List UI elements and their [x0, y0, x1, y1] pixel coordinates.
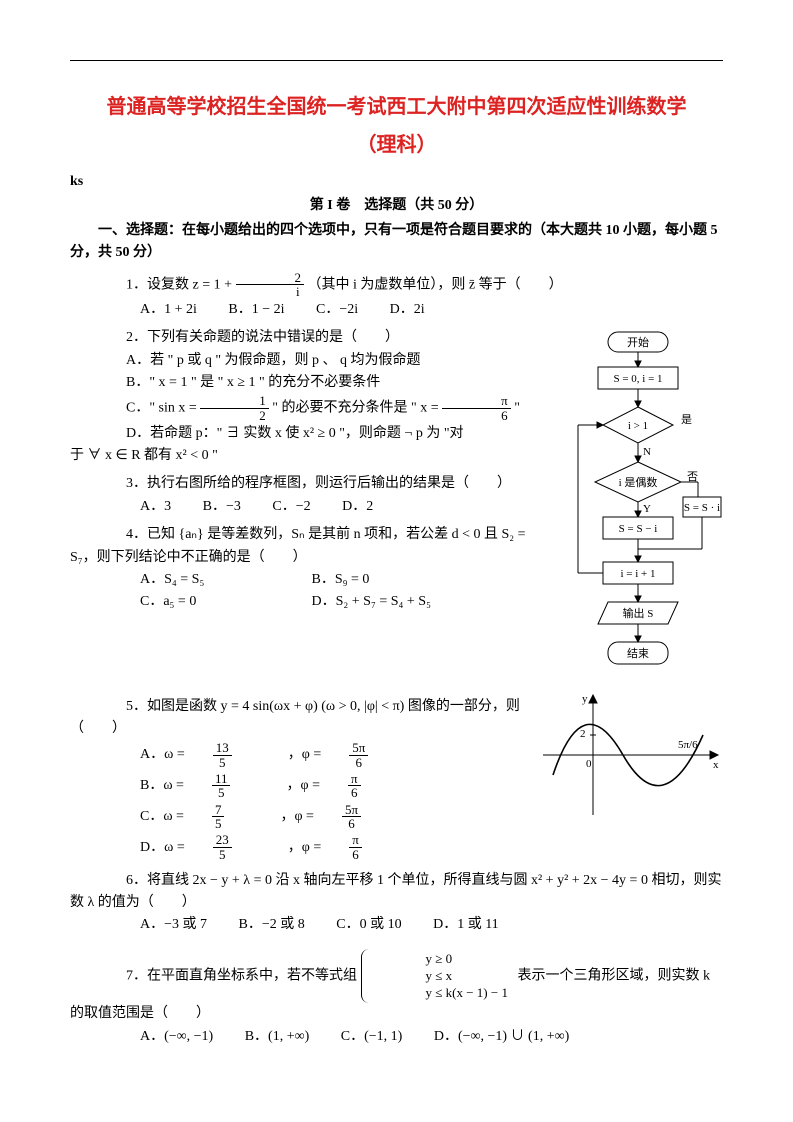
q2-opt-D-b: 于 ∀ x ∈ R 都有 x² < 0 " — [70, 445, 723, 467]
q4-opt-D: D．S₂ + S₇ = S₄ + S₅ — [312, 591, 431, 613]
main-title: 普通高等学校招生全国统一考试西工大附中第四次适应性训练数学 — [70, 91, 723, 123]
q2-opt-D-a: D．若命题 p：" ∃ 实数 x 使 x² ≥ 0 "，则命题 ¬ p 为 "对 — [70, 423, 723, 445]
q5-stem: 5．如图是函数 y = 4 sin(ωx + φ) (ω > 0, |φ| < … — [70, 696, 723, 741]
q2-opt-A: A．若 " p 或 q " 为假命题，则 p 、 q 均为假命题 — [70, 350, 723, 372]
q1-opt-A: A．1 + 2i — [140, 299, 197, 321]
q7-opt-D: D．(−∞, −1) ∪ (1, +∞) — [434, 1026, 569, 1048]
q6-opt-A: A．−3 或 7 — [140, 914, 207, 936]
sub-title: （理科） — [70, 129, 723, 161]
q3-stem: 3．执行右图所给的程序框图，则运行后输出的结果是（ ） — [70, 473, 723, 495]
q3-opt-C: C．−2 — [272, 496, 310, 518]
q1-opt-C: C．−2i — [316, 299, 358, 321]
q5-opt-C: C．ω = 75，φ = 5π6 — [140, 802, 417, 833]
q6-opt-D: D．1 或 11 — [433, 914, 499, 936]
question-4: 4．已知 {aₙ} 是等差数列，Sₙ 是其前 n 项和，若公差 d < 0 且 … — [70, 524, 723, 614]
question-7: 7．在平面直角坐标系中，若不等式组 y ≥ 0 y ≤ x y ≤ k(x − … — [70, 949, 723, 1048]
q5-opt-D: D．ω = 235，φ = π6 — [140, 833, 418, 864]
question-2: 2．下列有关命题的说法中错误的是（ ） A．若 " p 或 q " 为假命题，则… — [70, 327, 723, 467]
q6-stem: 6．将直线 2x − y + λ = 0 沿 x 轴向左平移 1 个单位，所得直… — [70, 870, 723, 915]
q4-options: A．S₄ = S₅ B．S₉ = 0 C．a₅ = 0 D．S₂ + S₇ = … — [70, 569, 723, 614]
section-1-instruction: 一、选择题：在每小题给出的四个选项中，只有一项是符合题目要求的（本大题共 10 … — [70, 220, 723, 265]
q6-opt-B: B．−2 或 8 — [239, 914, 305, 936]
q1-stem-a: 1．设复数 z = 1 + — [126, 277, 236, 292]
q5-options: A．ω = 135，φ = 5π6 B．ω = 115，φ = π6 C．ω =… — [70, 740, 723, 863]
ks-label: ks — [70, 171, 723, 193]
q7-system: y ≥ 0 y ≤ x y ≤ k(x − 1) − 1 — [361, 949, 514, 1004]
q1-fraction: 2 i — [236, 271, 305, 299]
svg-text:结束: 结束 — [627, 647, 649, 660]
question-1: 1．设复数 z = 1 + 2 i （其中 i 为虚数单位），则 z̄ 等于（ … — [70, 271, 723, 322]
q3-opt-A: A．3 — [140, 496, 171, 518]
q2-opt-C: C．" sin x = 12 " 的必要不充分条件是 " x = π6 " — [70, 394, 723, 422]
q1-opt-B: B．1 − 2i — [228, 299, 284, 321]
q3-opt-D: D．2 — [342, 496, 373, 518]
q5-opt-A: A．ω = 135，φ = 5π6 — [140, 740, 424, 771]
q7-stem: 7．在平面直角坐标系中，若不等式组 y ≥ 0 y ≤ x y ≤ k(x − … — [70, 949, 723, 1026]
q7-options: A．(−∞, −1) B．(1, +∞) C．(−1, 1) D．(−∞, −1… — [70, 1026, 723, 1048]
q6-opt-C: C．0 或 10 — [336, 914, 401, 936]
q4-opt-B: B．S₉ = 0 — [312, 569, 370, 591]
q1-stem-b: （其中 i 为虚数单位），则 z̄ 等于（ ） — [308, 277, 563, 292]
q3-options: A．3 B．−3 C．−2 D．2 — [70, 496, 723, 518]
q6-options: A．−3 或 7 B．−2 或 8 C．0 或 10 D．1 或 11 — [70, 914, 723, 936]
q5-opt-B: B．ω = 115，φ = π6 — [140, 771, 417, 802]
q2-opt-B: B．" x = 1 " 是 " x ≥ 1 " 的充分不必要条件 — [70, 372, 723, 394]
q4-opt-C: C．a₅ = 0 — [140, 591, 280, 613]
q1-stem: 1．设复数 z = 1 + 2 i （其中 i 为虚数单位），则 z̄ 等于（ … — [70, 271, 723, 299]
q4-opt-A: A．S₄ = S₅ — [140, 569, 280, 591]
part-header: 第 I 卷 选择题（共 50 分） — [70, 195, 723, 217]
question-6: 6．将直线 2x − y + λ = 0 沿 x 轴向左平移 1 个单位，所得直… — [70, 870, 723, 937]
top-rule — [70, 60, 723, 61]
q7-opt-C: C．(−1, 1) — [341, 1026, 403, 1048]
question-3: 3．执行右图所给的程序框图，则运行后输出的结果是（ ） A．3 B．−3 C．−… — [70, 473, 723, 518]
q3-opt-B: B．−3 — [203, 496, 241, 518]
q2-stem: 2．下列有关命题的说法中错误的是（ ） — [70, 327, 723, 349]
q7-opt-B: B．(1, +∞) — [245, 1026, 310, 1048]
q7-opt-A: A．(−∞, −1) — [140, 1026, 213, 1048]
question-5: 5．如图是函数 y = 4 sin(ωx + φ) (ω > 0, |φ| < … — [70, 696, 723, 864]
q1-options: A．1 + 2i B．1 − 2i C．−2i D．2i — [70, 299, 723, 321]
q1-opt-D: D．2i — [390, 299, 425, 321]
q4-stem: 4．已知 {aₙ} 是等差数列，Sₙ 是其前 n 项和，若公差 d < 0 且 … — [70, 524, 723, 569]
